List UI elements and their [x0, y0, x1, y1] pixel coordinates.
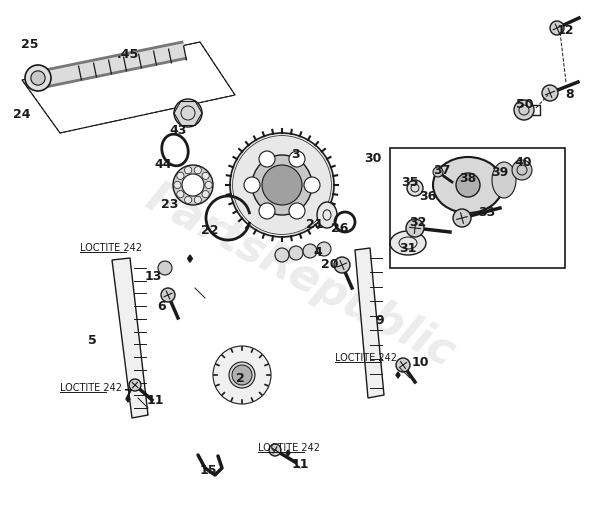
Circle shape: [182, 174, 204, 196]
Circle shape: [317, 242, 331, 256]
Circle shape: [334, 257, 350, 273]
Polygon shape: [355, 248, 384, 398]
Text: LOCTITE 242: LOCTITE 242: [258, 443, 320, 453]
Circle shape: [158, 261, 172, 275]
Polygon shape: [112, 258, 148, 418]
Text: 15: 15: [199, 464, 217, 476]
Text: 31: 31: [400, 242, 416, 254]
Text: 7: 7: [122, 388, 131, 402]
Text: 20: 20: [321, 259, 339, 271]
Text: 23: 23: [161, 199, 179, 211]
Text: 24: 24: [13, 109, 31, 121]
Text: 33: 33: [478, 207, 496, 219]
Circle shape: [275, 248, 289, 262]
Circle shape: [514, 100, 534, 120]
Text: 25: 25: [21, 39, 39, 51]
Circle shape: [542, 85, 558, 101]
Text: 13: 13: [145, 269, 161, 282]
Circle shape: [262, 165, 302, 205]
Text: LOCTITE 242: LOCTITE 242: [335, 353, 397, 363]
Text: 4: 4: [314, 245, 322, 259]
Circle shape: [289, 151, 305, 167]
Circle shape: [174, 181, 181, 189]
Circle shape: [129, 379, 141, 391]
Text: 21: 21: [306, 218, 324, 232]
Text: 11: 11: [291, 458, 309, 472]
Polygon shape: [286, 450, 290, 456]
Circle shape: [185, 166, 192, 174]
Circle shape: [213, 346, 271, 404]
Circle shape: [202, 172, 209, 180]
Text: LOCTITE 242: LOCTITE 242: [80, 243, 142, 253]
Text: 3: 3: [290, 148, 299, 162]
Circle shape: [177, 172, 184, 180]
Circle shape: [177, 191, 184, 198]
Circle shape: [407, 180, 423, 196]
Circle shape: [252, 155, 312, 215]
Circle shape: [174, 99, 202, 127]
Text: 43: 43: [169, 123, 187, 137]
Text: 38: 38: [460, 172, 476, 184]
Text: 5: 5: [88, 333, 97, 347]
Circle shape: [303, 244, 317, 258]
Ellipse shape: [492, 162, 516, 198]
Circle shape: [269, 444, 281, 456]
Text: 44: 44: [154, 158, 172, 172]
Text: 26: 26: [331, 222, 349, 234]
Text: 11: 11: [146, 393, 164, 407]
Text: 30: 30: [364, 152, 382, 164]
Circle shape: [202, 191, 209, 198]
Text: 40: 40: [514, 156, 532, 170]
Circle shape: [194, 196, 202, 204]
Circle shape: [304, 177, 320, 193]
Circle shape: [406, 219, 424, 237]
Circle shape: [244, 177, 260, 193]
Text: .45: .45: [117, 49, 139, 61]
Polygon shape: [396, 372, 400, 378]
Circle shape: [173, 165, 213, 205]
Circle shape: [161, 288, 175, 302]
Text: 2: 2: [236, 372, 244, 384]
Ellipse shape: [433, 157, 503, 213]
Ellipse shape: [390, 231, 426, 255]
Polygon shape: [126, 396, 130, 402]
Circle shape: [194, 166, 202, 174]
Text: 36: 36: [419, 190, 437, 202]
Text: 50: 50: [516, 99, 534, 111]
Circle shape: [289, 203, 305, 219]
Polygon shape: [188, 255, 193, 262]
Circle shape: [230, 133, 334, 237]
Ellipse shape: [317, 202, 337, 228]
Circle shape: [550, 21, 564, 35]
Text: 39: 39: [491, 165, 509, 179]
Text: LOCTITE 242: LOCTITE 242: [60, 383, 122, 393]
Text: 10: 10: [411, 356, 429, 368]
Text: 37: 37: [433, 163, 451, 176]
Circle shape: [259, 203, 275, 219]
Circle shape: [396, 358, 410, 372]
Text: PartsRepublic: PartsRepublic: [138, 176, 462, 375]
Bar: [390, 148, 565, 268]
Text: 8: 8: [566, 89, 574, 102]
Circle shape: [232, 365, 252, 385]
Circle shape: [229, 362, 255, 388]
Text: 35: 35: [401, 176, 419, 190]
Text: 32: 32: [409, 216, 427, 228]
Circle shape: [289, 246, 303, 260]
Text: 12: 12: [556, 23, 574, 37]
Circle shape: [456, 173, 480, 197]
Circle shape: [453, 209, 471, 227]
Circle shape: [185, 196, 192, 204]
Text: 6: 6: [158, 299, 166, 313]
Circle shape: [512, 160, 532, 180]
Text: 22: 22: [201, 224, 219, 236]
Circle shape: [205, 181, 212, 189]
Circle shape: [259, 151, 275, 167]
Circle shape: [31, 71, 45, 85]
Circle shape: [433, 167, 443, 177]
Circle shape: [25, 65, 51, 91]
Text: 9: 9: [376, 314, 385, 326]
